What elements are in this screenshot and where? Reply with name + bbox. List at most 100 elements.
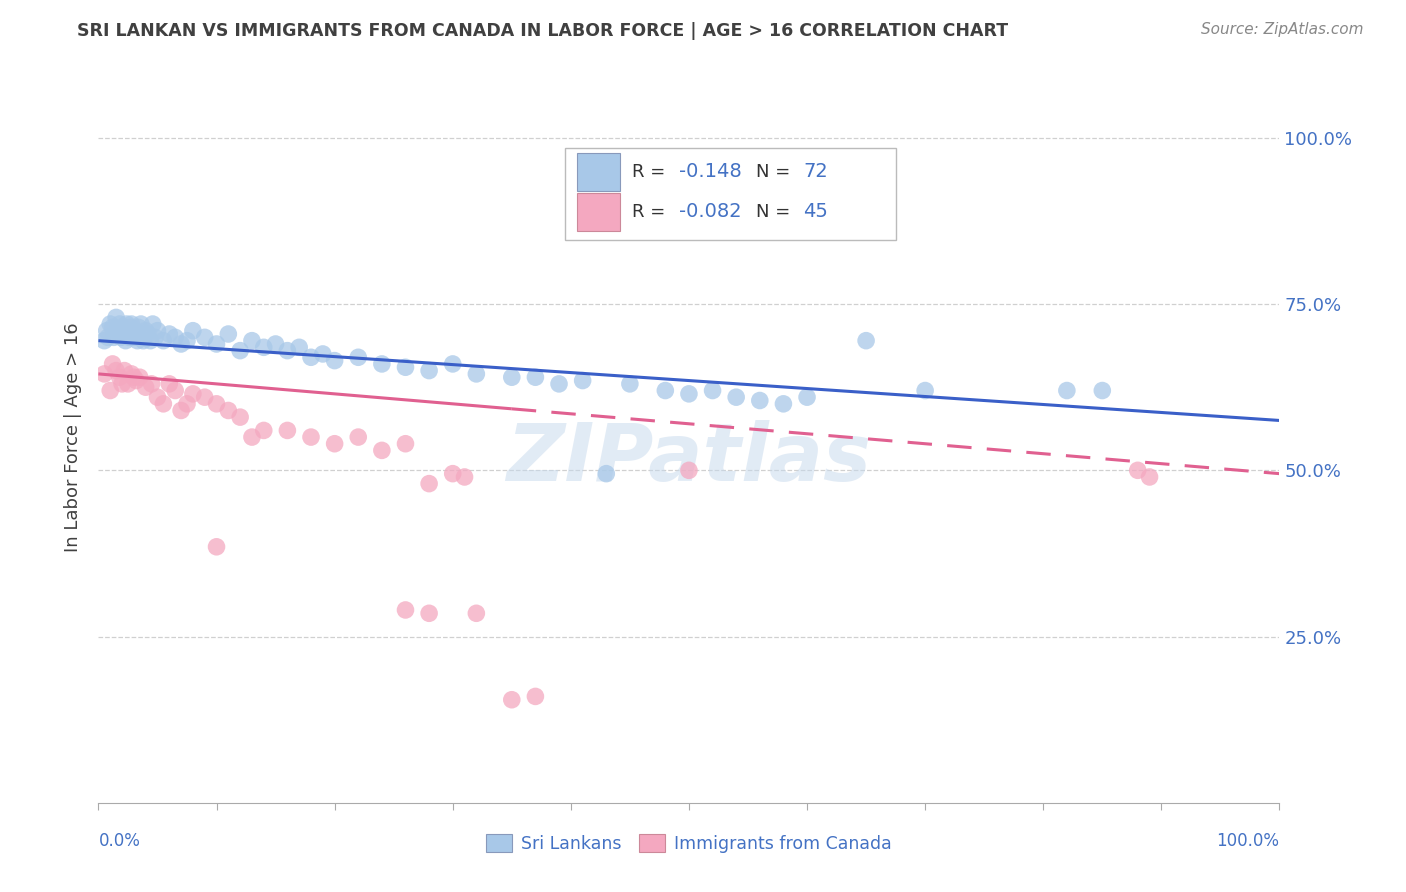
Point	[418, 607, 440, 621]
Point	[117, 376, 139, 391]
Point	[181, 324, 204, 338]
Point	[229, 343, 252, 358]
Point	[371, 357, 394, 371]
Point	[299, 351, 322, 365]
Point	[394, 436, 416, 450]
Point	[114, 334, 136, 348]
Point	[127, 334, 149, 348]
Point	[93, 334, 115, 348]
Point	[465, 367, 488, 381]
Point	[501, 692, 523, 706]
Text: R =: R =	[633, 202, 671, 221]
Point	[205, 540, 228, 554]
Point	[524, 690, 547, 704]
Point	[217, 326, 239, 341]
Text: N =: N =	[756, 202, 796, 221]
Point	[264, 337, 287, 351]
Point	[914, 384, 936, 398]
Point	[1091, 384, 1114, 398]
Point	[170, 403, 193, 417]
Point	[157, 376, 180, 391]
Point	[135, 324, 157, 338]
Point	[678, 463, 700, 477]
Point	[441, 467, 464, 481]
Point	[501, 370, 523, 384]
Point	[139, 334, 162, 348]
Text: Source: ZipAtlas.com: Source: ZipAtlas.com	[1201, 22, 1364, 37]
Point	[394, 603, 416, 617]
Point	[1139, 470, 1161, 484]
Point	[105, 324, 128, 338]
Point	[101, 357, 124, 371]
Point	[142, 317, 165, 331]
Y-axis label: In Labor Force | Age > 16: In Labor Force | Age > 16	[63, 322, 82, 552]
Point	[105, 363, 128, 377]
Point	[152, 397, 174, 411]
Point	[124, 324, 146, 338]
Point	[129, 317, 152, 331]
Point	[312, 347, 335, 361]
Point	[548, 376, 571, 391]
Point	[108, 317, 131, 331]
Point	[111, 320, 134, 334]
Text: 45: 45	[803, 202, 828, 221]
Point	[122, 330, 145, 344]
Point	[146, 324, 169, 338]
Point	[112, 363, 135, 377]
FancyBboxPatch shape	[576, 193, 620, 231]
Text: R =: R =	[633, 162, 671, 180]
Point	[1056, 384, 1078, 398]
Point	[121, 317, 143, 331]
FancyBboxPatch shape	[565, 148, 896, 240]
Point	[595, 467, 617, 481]
Point	[441, 357, 464, 371]
Point	[240, 334, 263, 348]
Point	[772, 397, 794, 411]
Point	[748, 393, 770, 408]
Point	[135, 380, 157, 394]
Point	[205, 397, 228, 411]
Text: SRI LANKAN VS IMMIGRANTS FROM CANADA IN LABOR FORCE | AGE > 16 CORRELATION CHART: SRI LANKAN VS IMMIGRANTS FROM CANADA IN …	[77, 22, 1008, 40]
Point	[1126, 463, 1149, 477]
Point	[165, 330, 187, 344]
Point	[103, 330, 125, 344]
Point	[108, 370, 131, 384]
Point	[128, 320, 150, 334]
Point	[120, 320, 142, 334]
Text: N =: N =	[756, 162, 796, 180]
Point	[347, 351, 370, 365]
Point	[128, 326, 150, 341]
Point	[105, 310, 128, 325]
Point	[796, 390, 818, 404]
Point	[253, 340, 276, 354]
Point	[453, 470, 475, 484]
Point	[141, 376, 163, 391]
Point	[371, 443, 394, 458]
Point	[276, 424, 298, 438]
Point	[418, 476, 440, 491]
Point	[117, 324, 139, 338]
Point	[217, 403, 239, 417]
Point	[253, 424, 276, 438]
Point	[170, 337, 193, 351]
Point	[152, 334, 174, 348]
Point	[418, 363, 440, 377]
Point	[122, 370, 145, 384]
Point	[678, 387, 700, 401]
FancyBboxPatch shape	[576, 153, 620, 191]
Point	[146, 390, 169, 404]
Text: 0.0%: 0.0%	[98, 832, 141, 850]
Point	[98, 384, 121, 398]
Point	[347, 430, 370, 444]
Legend: Sri Lankans, Immigrants from Canada: Sri Lankans, Immigrants from Canada	[479, 827, 898, 860]
Point	[323, 436, 346, 450]
Point	[112, 326, 135, 341]
Point	[157, 326, 180, 341]
Point	[128, 370, 150, 384]
Point	[240, 430, 263, 444]
Text: -0.148: -0.148	[679, 162, 742, 181]
Point	[111, 376, 134, 391]
Point	[194, 390, 217, 404]
Text: 72: 72	[803, 162, 828, 181]
Point	[97, 330, 120, 344]
